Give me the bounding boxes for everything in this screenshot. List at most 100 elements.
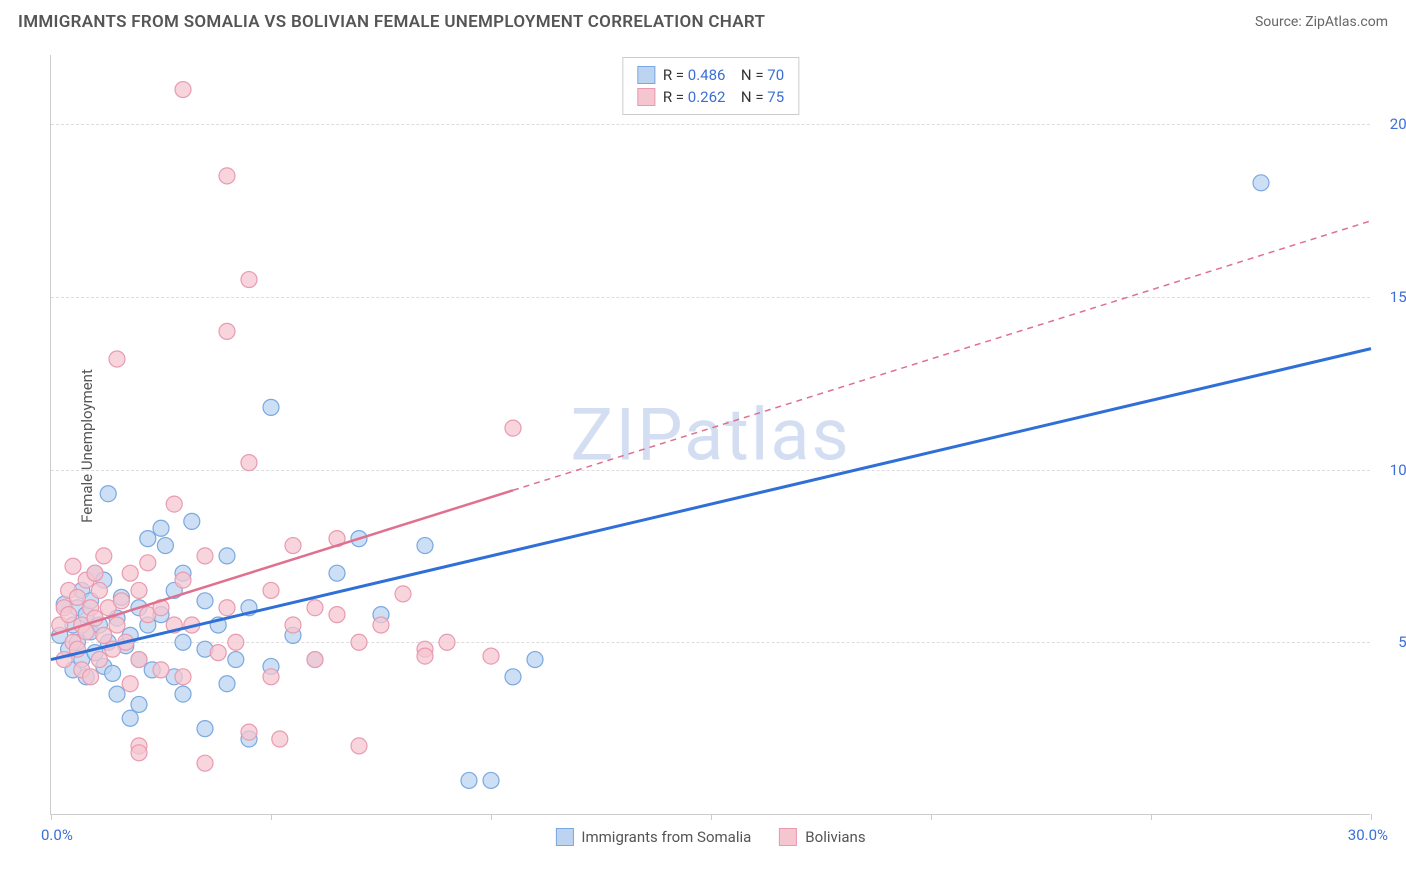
data-point xyxy=(505,420,521,436)
data-point xyxy=(439,634,455,650)
data-point xyxy=(100,486,116,502)
data-point xyxy=(197,755,213,771)
data-point xyxy=(228,634,244,650)
y-tick-label: 20.0% xyxy=(1390,115,1406,133)
data-point xyxy=(83,669,99,685)
data-point xyxy=(197,721,213,737)
legend-series: Immigrants from Somalia Bolivians xyxy=(555,828,865,846)
data-point xyxy=(219,548,235,564)
data-point xyxy=(96,627,112,643)
data-point xyxy=(153,662,169,678)
legend-label-2: Bolivians xyxy=(805,828,865,846)
data-point xyxy=(527,652,543,668)
data-point xyxy=(65,558,81,574)
data-point xyxy=(373,617,389,633)
legend-item-1: Immigrants from Somalia xyxy=(555,828,751,846)
data-point xyxy=(113,593,129,609)
data-point xyxy=(157,538,173,554)
plot-area: ZIPatlas 5.0%10.0%15.0%20.0% R = 0.486 N… xyxy=(50,55,1370,815)
chart-svg xyxy=(51,55,1370,814)
data-point xyxy=(210,645,226,661)
data-point xyxy=(219,600,235,616)
data-point xyxy=(483,772,499,788)
stat-r-1: R = 0.486 xyxy=(663,66,726,84)
swatch-pink-icon xyxy=(779,828,797,846)
data-point xyxy=(87,565,103,581)
data-point xyxy=(91,582,107,598)
data-point xyxy=(175,572,191,588)
data-point xyxy=(166,496,182,512)
data-point xyxy=(329,565,345,581)
legend-stats: R = 0.486 N = 70 R = 0.262 N = 75 xyxy=(622,57,799,115)
source-label: Source: ZipAtlas.com xyxy=(1255,14,1388,30)
data-point xyxy=(122,565,138,581)
data-point xyxy=(461,772,477,788)
data-point xyxy=(285,538,301,554)
data-point xyxy=(175,669,191,685)
swatch-blue-icon xyxy=(637,66,655,84)
data-point xyxy=(109,686,125,702)
data-point xyxy=(131,696,147,712)
data-point xyxy=(285,617,301,633)
data-point xyxy=(140,531,156,547)
trend-line xyxy=(51,349,1371,660)
data-point xyxy=(272,731,288,747)
data-point xyxy=(351,634,367,650)
data-point xyxy=(153,520,169,536)
data-point xyxy=(1253,175,1269,191)
data-point xyxy=(96,548,112,564)
data-point xyxy=(219,323,235,339)
data-point xyxy=(61,607,77,623)
data-point xyxy=(175,686,191,702)
data-point xyxy=(219,676,235,692)
data-point xyxy=(263,582,279,598)
data-point xyxy=(483,648,499,664)
data-point xyxy=(184,513,200,529)
y-tick-label: 5.0% xyxy=(1398,633,1406,651)
data-point xyxy=(131,582,147,598)
data-point xyxy=(228,652,244,668)
data-point xyxy=(131,652,147,668)
legend-stats-row-1: R = 0.486 N = 70 xyxy=(637,64,784,86)
data-point xyxy=(197,593,213,609)
data-point xyxy=(175,634,191,650)
data-point xyxy=(241,272,257,288)
y-tick-label: 10.0% xyxy=(1390,461,1406,479)
chart-title: IMMIGRANTS FROM SOMALIA VS BOLIVIAN FEMA… xyxy=(18,12,765,32)
legend-stats-row-2: R = 0.262 N = 75 xyxy=(637,86,784,108)
data-point xyxy=(307,652,323,668)
data-point xyxy=(122,710,138,726)
data-point xyxy=(105,665,121,681)
x-tick-label-min: 0.0% xyxy=(41,826,73,844)
stat-n-2: N = 75 xyxy=(733,88,784,106)
stat-r-2: R = 0.262 xyxy=(663,88,726,106)
title-bar: IMMIGRANTS FROM SOMALIA VS BOLIVIAN FEMA… xyxy=(18,12,1388,32)
data-point xyxy=(417,648,433,664)
data-point xyxy=(263,669,279,685)
trend-line xyxy=(51,490,513,635)
swatch-pink-icon xyxy=(637,88,655,106)
data-point xyxy=(131,745,147,761)
data-point xyxy=(307,600,323,616)
data-point xyxy=(395,586,411,602)
x-tick-label-max: 30.0% xyxy=(1348,826,1388,844)
data-point xyxy=(505,669,521,685)
legend-item-2: Bolivians xyxy=(779,828,865,846)
data-point xyxy=(219,168,235,184)
data-point xyxy=(241,455,257,471)
data-point xyxy=(417,538,433,554)
data-point xyxy=(329,607,345,623)
data-point xyxy=(351,738,367,754)
data-point xyxy=(91,652,107,668)
data-point xyxy=(109,351,125,367)
data-point xyxy=(122,676,138,692)
y-tick-label: 15.0% xyxy=(1390,288,1406,306)
stat-n-1: N = 70 xyxy=(733,66,784,84)
data-point xyxy=(175,82,191,98)
swatch-blue-icon xyxy=(555,828,573,846)
data-point xyxy=(69,589,85,605)
data-point xyxy=(241,724,257,740)
data-point xyxy=(263,399,279,415)
data-point xyxy=(197,548,213,564)
legend-label-1: Immigrants from Somalia xyxy=(581,828,751,846)
